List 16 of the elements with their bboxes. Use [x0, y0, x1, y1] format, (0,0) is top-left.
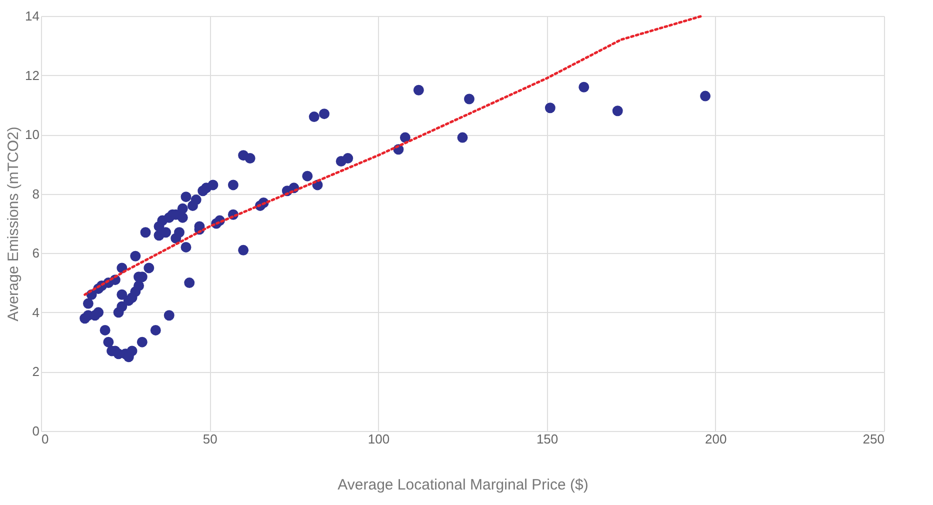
x-tick-label: 150 [536, 432, 558, 446]
x-tick-label: 250 [862, 432, 884, 446]
y-tick-label: 10 [25, 127, 40, 142]
y-tick-label: 8 [32, 186, 40, 202]
y-tick-label: 6 [32, 246, 40, 261]
line-series [84, 14, 704, 296]
y-tick-label: 4 [32, 304, 40, 320]
x-tick-label: 50 [202, 432, 218, 446]
x-tick-label: 0 [42, 432, 49, 446]
x-axis-title: Average Locational Marginal Price ($) [338, 476, 588, 494]
x-tick-label: 100 [368, 432, 390, 446]
y-tick-label: 14 [25, 8, 40, 24]
x-tick-label: 200 [705, 432, 727, 446]
y-tick-label: 2 [32, 364, 40, 380]
y-axis-title: Average Emissions (mTCO2) [5, 126, 22, 322]
y-tick-label: 12 [25, 68, 40, 83]
